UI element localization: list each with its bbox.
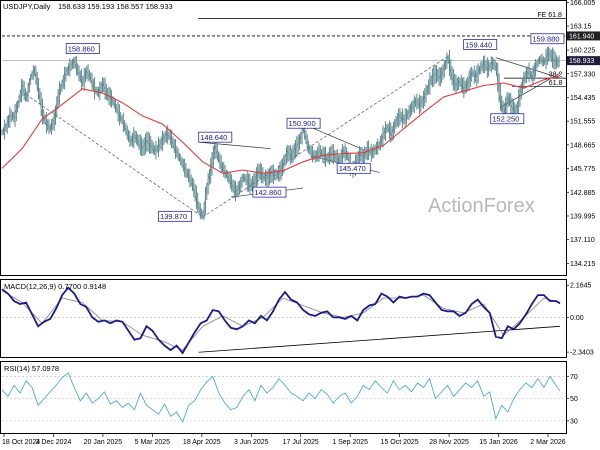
pivot-label: 159.440 — [465, 40, 492, 49]
x-tick-label: 18 Apr 2025 — [183, 439, 221, 446]
price-close-line — [1, 52, 561, 218]
pivot-label-box — [490, 113, 525, 125]
x-tick-label: 2 Mar 2026 — [530, 439, 566, 446]
pivot-label-box — [65, 43, 100, 54]
fib-level-label: 161.940 — [569, 34, 594, 41]
x-tick-label: 3 Jun 2025 — [234, 439, 269, 446]
macd-y-tick-label: 0.00 — [570, 315, 584, 322]
price-y-tick-label: 142.885 — [570, 190, 595, 197]
pivot-label: 150.900 — [289, 119, 316, 128]
macd-y-tick-label: -2.3403 — [570, 350, 594, 357]
x-tick-label: 18 Oct 2024 — [2, 439, 40, 446]
x-tick-label: 28 Nov 2025 — [429, 439, 469, 446]
macd-trend-line — [198, 325, 561, 353]
x-tick-label: 3 Dec 2024 — [36, 439, 72, 446]
watermark: ActionForex — [428, 195, 535, 217]
fib-level-label: FE 61.8 — [537, 12, 562, 19]
chart-title: USDJPY,Daily — [3, 2, 51, 11]
x-tick-label: 15 Jan 2026 — [479, 439, 518, 446]
level-price-box — [567, 31, 600, 41]
price-y-tick-label: 154.435 — [570, 95, 595, 102]
price-y-tick-label: 163.15 — [570, 24, 592, 31]
price-y-tick-label: 137.110 — [570, 237, 595, 244]
fib-level-label: 61.8 — [549, 80, 563, 87]
macd-signal-line — [1, 290, 561, 351]
pivot-label-box — [286, 117, 321, 129]
price-y-tick-label: 151.555 — [570, 119, 595, 126]
price-y-tick-label: 145.775 — [570, 166, 595, 173]
price-y-tick-label: 157.330 — [570, 71, 595, 78]
pivot-label: 148.640 — [200, 133, 227, 142]
moving-average-line — [1, 75, 561, 174]
macd-label: MACD(12,26,9) 0.7700 0.9148 — [4, 282, 106, 291]
x-tick-label: 20 Jan 2025 — [84, 439, 123, 446]
pivot-label-box — [158, 210, 193, 222]
pivot-label-box — [336, 162, 371, 174]
pivot-label-box — [530, 33, 565, 45]
pivot-label: 139.870 — [160, 212, 187, 221]
trend-line — [202, 56, 448, 218]
pivot-label-box — [463, 39, 498, 50]
price-layer: FE 61.8 38.261.8 158.860 148.640 139.870 142.… — [1, 12, 566, 222]
rsi-panel-frame — [0, 361, 567, 434]
x-tick-label: 15 Oct 2025 — [381, 439, 419, 446]
macd-y-tick-label: 2.1645 — [570, 283, 592, 290]
x-tick-label: 5 Mar 2025 — [135, 439, 171, 446]
pivot-label: 152.250 — [492, 115, 519, 124]
price-y-tick-label: 166.005 — [570, 0, 595, 7]
pivot-label: 158.860 — [68, 44, 95, 53]
x-tick-label: 1 Sep 2025 — [332, 439, 368, 446]
pivot-label: 145.470 — [339, 164, 366, 173]
macd-line — [1, 286, 561, 355]
trend-line — [198, 141, 271, 150]
x-tick-label: 17 Jul 2025 — [283, 439, 319, 446]
price-y-tick-label: 148.665 — [570, 142, 595, 149]
rsi-y-tick-label: 50 — [570, 396, 578, 403]
current-price-label: 158.933 — [569, 58, 594, 65]
pivot-label-box — [198, 131, 233, 143]
price-y-tick-label: 160.225 — [570, 48, 595, 55]
macd-layer: MACD(12,26,9) 0.7700 0.9148 — [1, 282, 566, 355]
rsi-label: RSI(14) 57.0978 — [4, 364, 59, 373]
current-price-box — [567, 56, 600, 66]
rsi-y-tick-label: 30 — [570, 418, 578, 425]
fib-level-label: 38.2 — [549, 72, 563, 79]
pivot-label: 159.880 — [532, 35, 559, 44]
rsi-line — [1, 372, 561, 423]
price-y-tick-label: 139.995 — [570, 213, 595, 220]
pivot-label-box — [252, 186, 287, 198]
rsi-layer: RSI(14) 57.0978 — [1, 364, 566, 423]
pivot-label: 142.860 — [254, 188, 281, 197]
price-y-tick-label: 134.215 — [570, 261, 595, 268]
rsi-y-tick-label: 70 — [570, 374, 578, 381]
ohlc-readout: 158.633 159.193 158.557 158.933 — [58, 2, 173, 11]
